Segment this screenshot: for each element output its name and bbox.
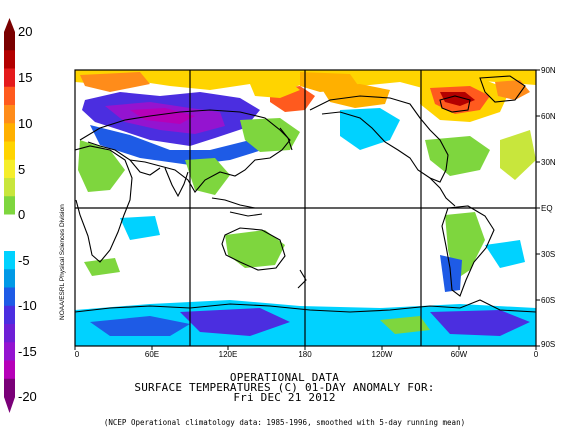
coastlines — [75, 75, 536, 313]
colorbar-label: -10 — [18, 298, 37, 313]
colorbar-swatch — [4, 105, 15, 124]
warm-anomaly-patch — [500, 130, 536, 180]
latitude-label: 90S — [541, 340, 556, 349]
colorbar-swatch — [4, 342, 15, 361]
latitude-label: 30N — [541, 158, 556, 167]
antarctic-cold-core — [180, 308, 290, 336]
colorbar-swatch — [4, 251, 15, 270]
colorbar-swatch — [4, 378, 15, 398]
colorbar-swatch — [4, 68, 15, 88]
australia-warm — [225, 230, 285, 268]
colorbar-label: 20 — [18, 24, 33, 39]
colorbar-label: -15 — [18, 344, 37, 359]
colorbar-swatch — [4, 196, 15, 215]
longitude-label: 180 — [298, 350, 312, 359]
latitude-label: EQ — [541, 204, 553, 213]
north-america-cool — [340, 108, 400, 150]
colorbar-label: 5 — [18, 162, 26, 177]
alaska-warm-anomaly — [320, 84, 390, 108]
siberia-warm-anomaly — [250, 82, 300, 98]
warm-anomaly-patch — [240, 118, 300, 152]
southern-cool-patch — [84, 258, 120, 276]
longitude-label: 120W — [371, 350, 393, 359]
longitude-label: 60E — [144, 350, 160, 359]
colorbar-swatch — [4, 50, 15, 69]
latitude-label: 90N — [541, 66, 556, 75]
colorbar-label: 15 — [18, 70, 33, 85]
colorbar-swatch — [4, 123, 15, 142]
caption-line-1: OPERATIONAL DATA — [229, 371, 340, 384]
color-scale-bar — [4, 18, 15, 413]
colorbar-swatch — [4, 86, 15, 106]
colorbar-swatch — [4, 232, 15, 252]
antarctic-cold-core — [430, 310, 530, 336]
latitude-label: 30S — [541, 250, 556, 259]
longitude-label: 60W — [450, 350, 468, 359]
colorbar-swatch — [4, 178, 15, 197]
colorbar-swatch — [4, 269, 15, 288]
longitude-ticks — [74, 346, 537, 350]
caption-line-2: SURFACE TEMPERATURES (C) 01-DAY ANOMALY … — [134, 381, 435, 394]
greenland-orange — [495, 80, 530, 100]
southern-cool-patch — [485, 240, 525, 268]
climatology-footnote: (NCEP Operational climatology data: 1985… — [103, 418, 466, 427]
longitude-label: 0 — [74, 350, 80, 359]
eurasia-cool-fringe — [90, 125, 262, 165]
colorbar-swatch — [4, 32, 15, 51]
latitude-ticks — [536, 69, 540, 347]
canada-warm-core — [440, 92, 475, 106]
credit-vertical-text: NOAA/ESRL Physical Sciences Division — [59, 204, 66, 320]
colorbar-label: -5 — [18, 253, 30, 268]
latitude-label: 60S — [541, 296, 556, 305]
grid-lines — [75, 70, 536, 346]
colorbar-min-arrow — [4, 397, 15, 413]
longitude-label: 120E — [218, 350, 238, 359]
colorbar-swatch — [4, 305, 15, 325]
caption-line-3: Fri DEC 21 2012 — [233, 391, 336, 404]
southern-cool-patch — [120, 216, 160, 240]
antarctic-warm-patch — [380, 316, 430, 334]
arctic-orange-patch — [80, 72, 150, 92]
colorbar-swatch — [4, 324, 15, 343]
colorbar-swatch — [4, 287, 15, 307]
longitude-label: 0 — [533, 350, 539, 359]
colorbar-swatch — [4, 141, 15, 161]
warm-anomaly-patch — [78, 140, 125, 192]
colorbar-label: 0 — [18, 207, 26, 222]
warm-anomaly-patch — [185, 158, 230, 195]
colorbar-label: 10 — [18, 116, 33, 131]
colorbar-swatch — [4, 360, 15, 380]
colorbar-label: -20 — [18, 389, 37, 404]
warm-anomaly-patch — [425, 136, 490, 176]
colorbar-swatch — [4, 214, 15, 234]
antarctic-cold-core — [90, 316, 190, 336]
colorbar-swatch — [4, 159, 15, 179]
latitude-label: 60N — [541, 112, 556, 121]
colorbar-max-arrow — [4, 18, 15, 32]
